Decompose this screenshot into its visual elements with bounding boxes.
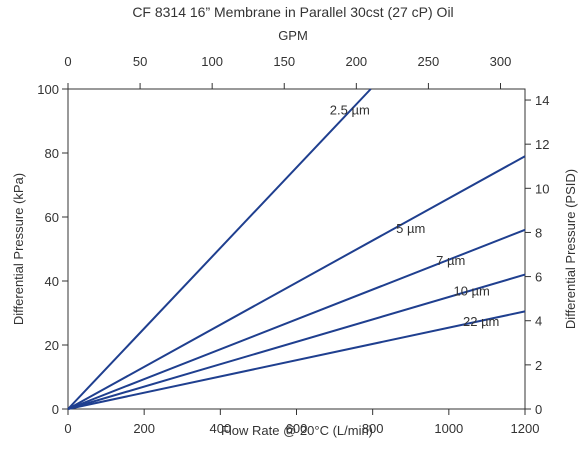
y-tick-label: 60 bbox=[45, 210, 59, 225]
series-line bbox=[67, 310, 526, 410]
series-line bbox=[67, 228, 526, 410]
y2-axis-label: Differential Pressure (PSID) bbox=[563, 169, 578, 329]
series-label: 10 µm bbox=[453, 283, 489, 298]
series-label: 5 µm bbox=[396, 221, 425, 236]
y-axis-label: Differential Pressure (kPa) bbox=[11, 173, 26, 325]
series-line bbox=[67, 88, 372, 410]
x2-tick-label: 0 bbox=[64, 54, 71, 69]
y2-tick-label: 0 bbox=[535, 402, 542, 417]
series-label: 22 µm bbox=[463, 314, 499, 329]
y2-tick-label: 12 bbox=[535, 137, 549, 152]
x-tick-label: 600 bbox=[286, 421, 308, 436]
series-label: 2.5 µm bbox=[330, 103, 370, 118]
x-tick-label: 400 bbox=[209, 421, 231, 436]
x-tick-label: 1200 bbox=[511, 421, 540, 436]
x2-axis-label: GPM bbox=[278, 28, 308, 43]
y-tick-label: 0 bbox=[52, 402, 59, 417]
x2-tick-label: 100 bbox=[201, 54, 223, 69]
y2-tick-label: 4 bbox=[535, 314, 542, 329]
x2-tick-label: 250 bbox=[418, 54, 440, 69]
y-tick-label: 100 bbox=[37, 82, 59, 97]
x-tick-label: 800 bbox=[362, 421, 384, 436]
y-tick-label: 20 bbox=[45, 338, 59, 353]
x2-tick-label: 50 bbox=[133, 54, 147, 69]
series-label: 7 µm bbox=[436, 253, 465, 268]
x-axis-label: Flow Rate @ 20°C (L/min) bbox=[221, 423, 373, 438]
y2-tick-label: 14 bbox=[535, 93, 549, 108]
y2-tick-label: 2 bbox=[535, 358, 542, 373]
series-line bbox=[67, 155, 526, 410]
y2-tick-label: 10 bbox=[535, 181, 549, 196]
x2-tick-label: 300 bbox=[490, 54, 512, 69]
x-tick-label: 1000 bbox=[434, 421, 463, 436]
y2-tick-label: 6 bbox=[535, 270, 542, 285]
x2-tick-label: 150 bbox=[273, 54, 295, 69]
chart-title: CF 8314 16” Membrane in Parallel 30cst (… bbox=[132, 4, 453, 20]
x-tick-label: 200 bbox=[133, 421, 155, 436]
y-tick-label: 80 bbox=[45, 146, 59, 161]
x2-tick-label: 200 bbox=[345, 54, 367, 69]
x-tick-label: 0 bbox=[64, 421, 71, 436]
y-tick-label: 40 bbox=[45, 274, 59, 289]
series-line bbox=[67, 273, 526, 410]
y2-tick-label: 8 bbox=[535, 225, 542, 240]
